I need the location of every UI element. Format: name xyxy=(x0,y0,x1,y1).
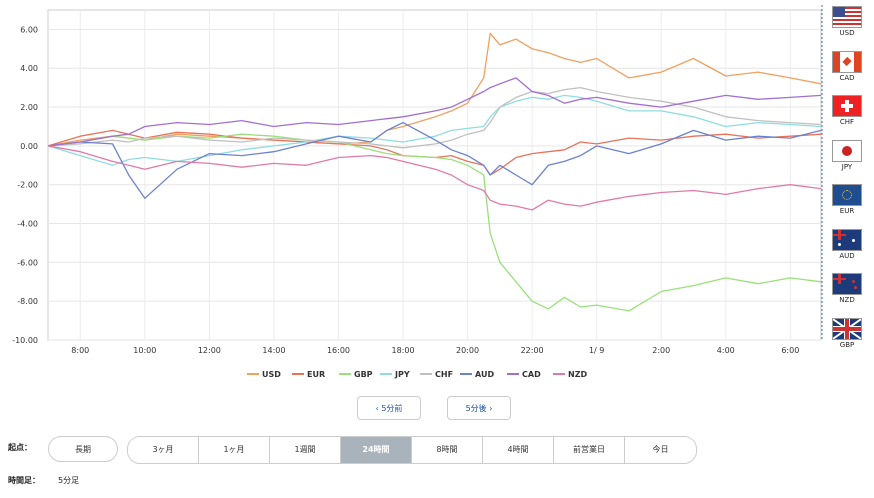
y-tick-label: 2.00 xyxy=(20,103,38,112)
flag-code-label: CHF xyxy=(839,118,855,126)
x-tick-label: 4:00 xyxy=(717,346,735,355)
eu-flag-icon xyxy=(832,184,862,206)
chart-legend: USD EUR GBP JPY CHF AUD CAD NZD xyxy=(247,370,587,379)
y-tick-label: -4.00 xyxy=(17,220,38,229)
next-5min-button[interactable]: 5分後 › xyxy=(447,396,511,420)
legend-label: EUR xyxy=(307,370,325,379)
chart-grid xyxy=(47,9,822,341)
us-flag-icon xyxy=(832,6,862,28)
x-tick-label: 16:00 xyxy=(327,346,350,355)
flag-jpy[interactable]: JPY xyxy=(832,139,862,171)
x-tick-label: 6:00 xyxy=(781,346,799,355)
x-tick-label: 1/ 9 xyxy=(589,346,604,355)
tab-start-point[interactable]: 今日 xyxy=(625,437,696,463)
swiss-flag-icon xyxy=(832,95,862,117)
y-tick-label: -2.00 xyxy=(17,181,38,190)
x-tick-label: 18:00 xyxy=(392,346,415,355)
x-tick-label: 22:00 xyxy=(521,346,544,355)
start-point-label: 起点： xyxy=(8,443,32,452)
plot-border xyxy=(47,9,822,341)
x-tick-label: 12:00 xyxy=(198,346,221,355)
legend-label: CAD xyxy=(522,370,541,379)
japan-flag-icon xyxy=(832,139,862,162)
series-line-usd xyxy=(47,32,822,147)
interval-label: 時間足： xyxy=(8,476,40,485)
x-tick-label: 8:00 xyxy=(71,346,89,355)
x-tick-label: 10:00 xyxy=(133,346,156,355)
tab-start-point[interactable]: 前営業日 xyxy=(554,437,625,463)
series-line-aud xyxy=(47,121,822,199)
chart-series xyxy=(47,32,822,312)
legend-label: USD xyxy=(262,370,281,379)
flag-code-label: JPY xyxy=(841,162,853,171)
series-line-gbp xyxy=(47,133,822,312)
x-tick-label: 20:00 xyxy=(456,346,479,355)
flag-cad[interactable]: CAD xyxy=(832,50,862,82)
x-tick-label: 2:00 xyxy=(652,346,670,355)
legend-label: AUD xyxy=(475,370,494,379)
flag-code-label: NZD xyxy=(839,296,855,304)
tab-start-point[interactable]: 24時間 xyxy=(341,437,412,463)
flag-code-label: CAD xyxy=(839,73,855,82)
series-line-nzd xyxy=(47,145,822,211)
flag-chf[interactable]: CHF xyxy=(832,95,862,126)
flag-code-label: GBP xyxy=(839,340,855,349)
y-tick-label: -10.00 xyxy=(12,336,38,345)
flag-code-label: USD xyxy=(839,29,855,37)
series-line-cad xyxy=(47,77,822,147)
flag-nzd[interactable]: NZD xyxy=(832,273,862,304)
y-tick-label: 0.00 xyxy=(20,142,38,151)
legend-label: GBP xyxy=(354,370,373,379)
y-tick-label: -8.00 xyxy=(17,297,38,306)
series-line-eur xyxy=(47,129,822,176)
flag-usd[interactable]: USD xyxy=(832,6,862,37)
flag-code-label: AUD xyxy=(839,251,855,260)
long-term-button[interactable]: 長期 xyxy=(48,436,118,462)
y-tick-label: 4.00 xyxy=(20,64,38,73)
series-line-chf xyxy=(47,86,822,149)
tab-start-point[interactable]: 4時間 xyxy=(483,437,554,463)
canada-flag-icon xyxy=(832,50,862,73)
tab-start-point[interactable]: 1ヶ月 xyxy=(199,437,270,463)
legend-label: CHF xyxy=(435,370,453,379)
chart-axes: 6.00 4.00 2.00 0.00 -2.00 -4.00 -6.00 -8.00 -10.… xyxy=(12,5,823,355)
interval-value: 5分足 xyxy=(58,476,80,485)
tab-start-point[interactable]: 1週間 xyxy=(270,437,341,463)
start-point-tabs: 3ヶ月 1ヶ月 1週間 24時間 8時間 4時間 前営業日 今日 xyxy=(127,436,697,464)
flag-gbp[interactable]: GBP xyxy=(832,317,862,349)
flag-eur[interactable]: EUR xyxy=(832,184,862,215)
prev-5min-button[interactable]: ‹ 5分前 xyxy=(357,396,421,420)
tab-start-point[interactable]: 3ヶ月 xyxy=(128,437,199,463)
y-tick-label: 6.00 xyxy=(20,25,38,34)
uk-flag-icon xyxy=(832,317,862,340)
new-zealand-flag-icon xyxy=(832,273,862,295)
australia-flag-icon xyxy=(832,228,862,251)
tab-start-point[interactable]: 8時間 xyxy=(412,437,483,463)
series-line-jpy xyxy=(47,94,822,166)
x-tick-label: 14:00 xyxy=(262,346,285,355)
flag-aud[interactable]: AUD xyxy=(832,228,862,260)
legend-label: JPY xyxy=(394,370,410,379)
flag-code-label: EUR xyxy=(839,207,855,215)
y-tick-label: -6.00 xyxy=(17,258,38,267)
legend-label: NZD xyxy=(568,370,587,379)
